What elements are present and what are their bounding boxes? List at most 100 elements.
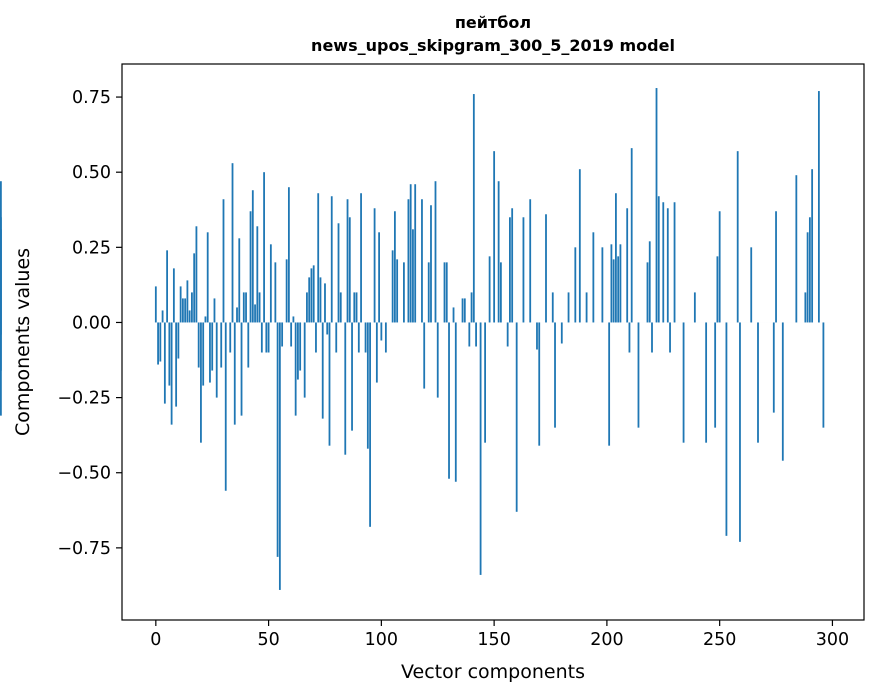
bar-253 [725,322,728,536]
x-tick-label: 200 [590,630,623,650]
bar-8 [172,268,175,323]
bar-284 [795,175,798,323]
bar-290 [808,217,811,323]
bar-112 [407,199,410,323]
bar-26 [213,298,216,323]
bar-56 [281,322,284,347]
bar-176 [551,292,554,323]
bar-173 [545,214,547,323]
bar-186 [574,247,577,323]
bar-11 [179,286,182,323]
bar-15 [188,310,191,323]
bar-249 [716,256,719,323]
bar-63 [297,322,299,380]
x-tick-label: 150 [477,630,510,650]
bar-136 [461,298,464,323]
bar-93 [364,322,367,353]
bar-34 [231,163,234,323]
bar-225 [662,202,665,323]
bar-24 [209,322,211,383]
bar-115 [414,184,417,323]
bar-275 [775,211,777,323]
bar-294 [817,91,820,323]
bar-177 [554,322,556,428]
bar-81 [337,223,340,323]
bar-113 [409,184,412,323]
bar-124 [434,181,437,323]
bar-163 [522,217,525,323]
bar-220 [651,322,653,353]
bar-49 [265,322,268,353]
bar-239 [693,292,696,323]
y-tick-label: −0.50 [57,464,111,484]
bar-53 [274,262,277,323]
bar-29 [220,322,223,368]
bar-191 [585,292,588,323]
bar-188 [578,169,581,323]
bar-105 [391,250,394,323]
bar-125 [436,322,439,398]
bar-139 [468,322,471,347]
y-tick-label: −0.25 [57,389,111,409]
bar-12 [181,298,184,323]
y-tick-label: 0.75 [72,88,111,108]
y-tick-label: 0.00 [72,313,111,333]
bar-95 [369,322,371,527]
bars-group [0,88,832,590]
bar-228 [669,322,671,353]
bar-152 [497,181,500,323]
bar-64 [299,322,302,371]
bar-194 [592,232,595,323]
bar-102 [384,322,387,353]
bar-169 [536,322,538,350]
bar-150 [493,151,496,323]
bar-210 [628,322,631,353]
y-axis-label: Components values [12,248,34,436]
bar-166 [529,199,532,323]
x-axis-label: Vector components [401,661,585,683]
bar-122 [430,205,432,323]
bar-22 [204,316,207,323]
bar-20 [200,322,202,443]
bar-4 [163,322,166,404]
bar-230 [673,202,676,323]
bar-40 [245,292,247,323]
bar-3 [161,310,164,323]
bar-84 [344,322,347,455]
bar-130 [448,322,450,479]
bar-98 [375,322,378,383]
bar-118 [421,199,423,323]
y-tick-label: 0.25 [72,238,111,258]
bar-156 [506,322,509,347]
bar-35 [233,322,236,425]
bar-85 [346,199,349,323]
bar-47 [260,322,263,353]
bar-71 [315,322,317,353]
bar-72 [317,193,320,323]
bar-14 [186,280,189,323]
bar-75 [324,283,326,323]
x-tick-label: 300 [816,630,849,650]
bar-267 [757,322,759,443]
x-tick-label: 100 [365,630,398,650]
x-tick-label: 0 [150,630,161,650]
bar-13 [184,298,187,323]
bar-17 [193,253,196,323]
bar-18 [195,226,198,323]
bar-227 [666,208,669,323]
bar-114 [412,229,414,323]
bar-31 [224,322,227,491]
y-tick-label: −0.75 [57,539,111,559]
bar-45 [256,226,259,323]
bar-23 [206,232,209,323]
bar-141 [472,94,475,323]
bar-58 [285,259,288,323]
bar-87 [351,322,353,431]
bar-289 [806,232,809,323]
chart-subtitle: news_upos_skipgram_300_5_2019 model [311,36,675,55]
bar-77 [328,322,331,446]
bar-198 [601,247,604,323]
bar-73 [319,277,322,323]
